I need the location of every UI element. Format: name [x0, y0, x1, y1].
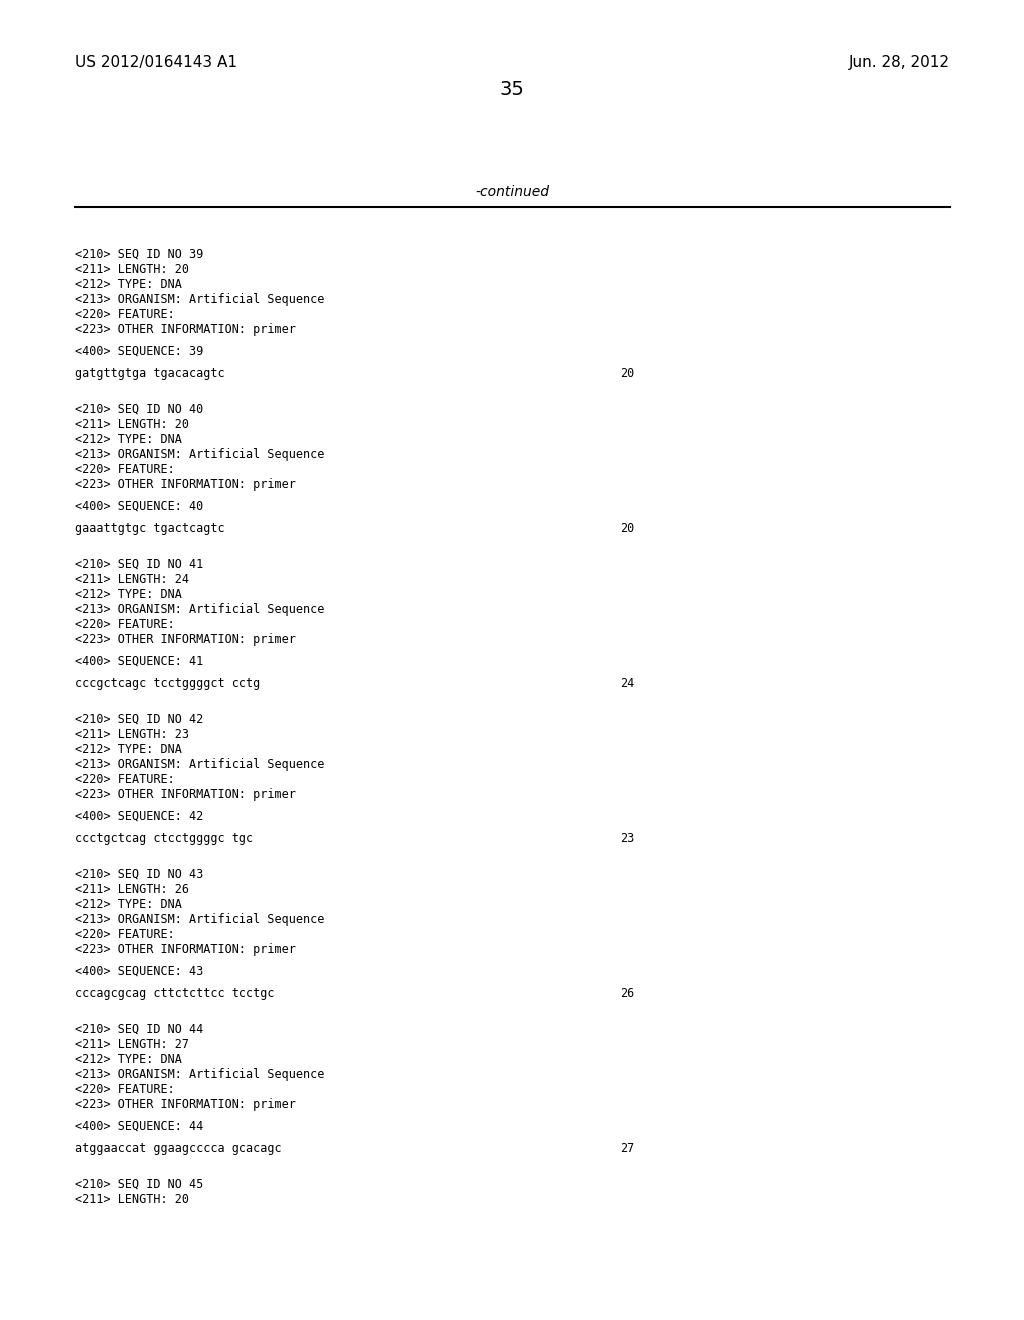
Text: <400> SEQUENCE: 42: <400> SEQUENCE: 42	[75, 810, 203, 822]
Text: 24: 24	[620, 677, 634, 690]
Text: <223> OTHER INFORMATION: primer: <223> OTHER INFORMATION: primer	[75, 634, 296, 645]
Text: <400> SEQUENCE: 44: <400> SEQUENCE: 44	[75, 1119, 203, 1133]
Text: <212> TYPE: DNA: <212> TYPE: DNA	[75, 279, 182, 290]
Text: US 2012/0164143 A1: US 2012/0164143 A1	[75, 55, 237, 70]
Text: <210> SEQ ID NO 43: <210> SEQ ID NO 43	[75, 869, 203, 880]
Text: <223> OTHER INFORMATION: primer: <223> OTHER INFORMATION: primer	[75, 478, 296, 491]
Text: <400> SEQUENCE: 41: <400> SEQUENCE: 41	[75, 655, 203, 668]
Text: <220> FEATURE:: <220> FEATURE:	[75, 463, 175, 477]
Text: 27: 27	[620, 1142, 634, 1155]
Text: <220> FEATURE:: <220> FEATURE:	[75, 928, 175, 941]
Text: 35: 35	[500, 81, 524, 99]
Text: <223> OTHER INFORMATION: primer: <223> OTHER INFORMATION: primer	[75, 323, 296, 337]
Text: <211> LENGTH: 24: <211> LENGTH: 24	[75, 573, 189, 586]
Text: <220> FEATURE:: <220> FEATURE:	[75, 618, 175, 631]
Text: <223> OTHER INFORMATION: primer: <223> OTHER INFORMATION: primer	[75, 1098, 296, 1111]
Text: <220> FEATURE:: <220> FEATURE:	[75, 1082, 175, 1096]
Text: <213> ORGANISM: Artificial Sequence: <213> ORGANISM: Artificial Sequence	[75, 1068, 325, 1081]
Text: <211> LENGTH: 27: <211> LENGTH: 27	[75, 1038, 189, 1051]
Text: <211> LENGTH: 20: <211> LENGTH: 20	[75, 418, 189, 432]
Text: <212> TYPE: DNA: <212> TYPE: DNA	[75, 743, 182, 756]
Text: gaaattgtgc tgactcagtc: gaaattgtgc tgactcagtc	[75, 521, 224, 535]
Text: <210> SEQ ID NO 39: <210> SEQ ID NO 39	[75, 248, 203, 261]
Text: <223> OTHER INFORMATION: primer: <223> OTHER INFORMATION: primer	[75, 788, 296, 801]
Text: Jun. 28, 2012: Jun. 28, 2012	[849, 55, 950, 70]
Text: <210> SEQ ID NO 44: <210> SEQ ID NO 44	[75, 1023, 203, 1036]
Text: <213> ORGANISM: Artificial Sequence: <213> ORGANISM: Artificial Sequence	[75, 603, 325, 616]
Text: <213> ORGANISM: Artificial Sequence: <213> ORGANISM: Artificial Sequence	[75, 758, 325, 771]
Text: <211> LENGTH: 20: <211> LENGTH: 20	[75, 263, 189, 276]
Text: <210> SEQ ID NO 42: <210> SEQ ID NO 42	[75, 713, 203, 726]
Text: 20: 20	[620, 367, 634, 380]
Text: gatgttgtga tgacacagtc: gatgttgtga tgacacagtc	[75, 367, 224, 380]
Text: cccagcgcag cttctcttcc tcctgc: cccagcgcag cttctcttcc tcctgc	[75, 987, 274, 1001]
Text: <213> ORGANISM: Artificial Sequence: <213> ORGANISM: Artificial Sequence	[75, 447, 325, 461]
Text: 26: 26	[620, 987, 634, 1001]
Text: <212> TYPE: DNA: <212> TYPE: DNA	[75, 1053, 182, 1067]
Text: <220> FEATURE:: <220> FEATURE:	[75, 308, 175, 321]
Text: atggaaccat ggaagcccca gcacagc: atggaaccat ggaagcccca gcacagc	[75, 1142, 282, 1155]
Text: <210> SEQ ID NO 45: <210> SEQ ID NO 45	[75, 1177, 203, 1191]
Text: 20: 20	[620, 521, 634, 535]
Text: <211> LENGTH: 26: <211> LENGTH: 26	[75, 883, 189, 896]
Text: <220> FEATURE:: <220> FEATURE:	[75, 774, 175, 785]
Text: <211> LENGTH: 23: <211> LENGTH: 23	[75, 729, 189, 741]
Text: <210> SEQ ID NO 40: <210> SEQ ID NO 40	[75, 403, 203, 416]
Text: -continued: -continued	[475, 185, 549, 199]
Text: <400> SEQUENCE: 43: <400> SEQUENCE: 43	[75, 965, 203, 978]
Text: <212> TYPE: DNA: <212> TYPE: DNA	[75, 433, 182, 446]
Text: <210> SEQ ID NO 41: <210> SEQ ID NO 41	[75, 558, 203, 572]
Text: cccgctcagc tcctggggct cctg: cccgctcagc tcctggggct cctg	[75, 677, 260, 690]
Text: <223> OTHER INFORMATION: primer: <223> OTHER INFORMATION: primer	[75, 942, 296, 956]
Text: <213> ORGANISM: Artificial Sequence: <213> ORGANISM: Artificial Sequence	[75, 293, 325, 306]
Text: <400> SEQUENCE: 39: <400> SEQUENCE: 39	[75, 345, 203, 358]
Text: <212> TYPE: DNA: <212> TYPE: DNA	[75, 898, 182, 911]
Text: <212> TYPE: DNA: <212> TYPE: DNA	[75, 587, 182, 601]
Text: <400> SEQUENCE: 40: <400> SEQUENCE: 40	[75, 500, 203, 513]
Text: 23: 23	[620, 832, 634, 845]
Text: <213> ORGANISM: Artificial Sequence: <213> ORGANISM: Artificial Sequence	[75, 913, 325, 927]
Text: <211> LENGTH: 20: <211> LENGTH: 20	[75, 1193, 189, 1206]
Text: ccctgctcag ctcctggggc tgc: ccctgctcag ctcctggggc tgc	[75, 832, 253, 845]
